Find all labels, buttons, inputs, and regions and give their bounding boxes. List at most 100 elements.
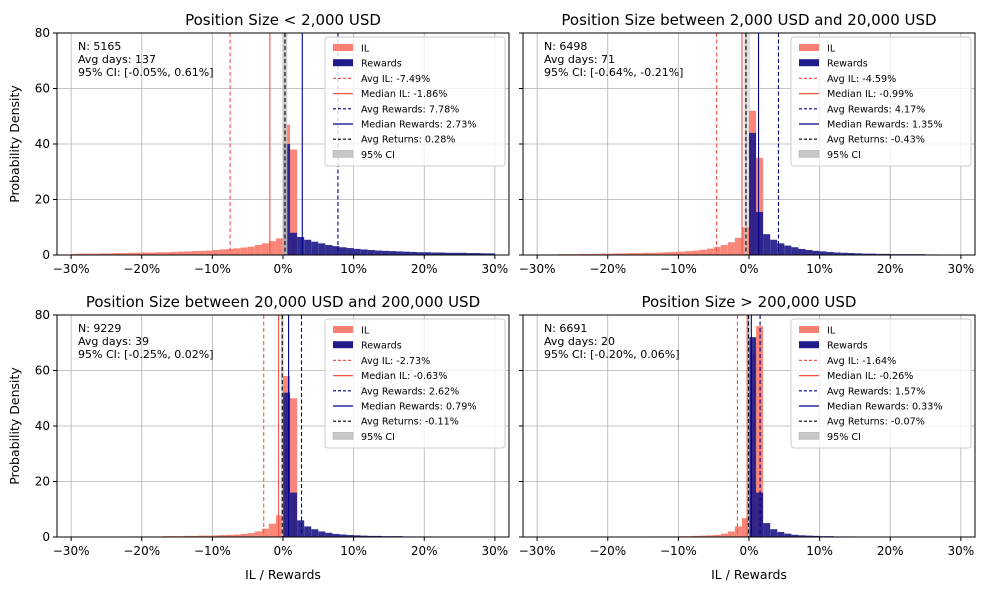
legend-ci-swatch xyxy=(798,150,820,158)
legend-rewards-swatch xyxy=(799,59,819,67)
x-tick-label: 30% xyxy=(948,262,975,276)
il-bar xyxy=(713,534,721,537)
chart-panel-1: −30% −20% −10% 0% 10% 20% 30% 0 20 40 60 80 Position… xyxy=(7,11,510,276)
y-tick-label: 20 xyxy=(35,475,50,489)
legend-il-swatch xyxy=(333,326,353,333)
il-bar xyxy=(671,251,679,255)
rewards-bar xyxy=(763,234,771,255)
il-bar xyxy=(127,252,135,255)
rewards-bar xyxy=(791,247,799,255)
rewards-bar xyxy=(325,245,333,255)
il-bar xyxy=(198,535,206,537)
il-bar xyxy=(198,250,206,255)
rewards-bar xyxy=(452,252,460,255)
il-bar xyxy=(268,523,276,537)
rewards-bar xyxy=(403,251,411,255)
legend-label: 95% CI xyxy=(361,432,395,443)
legend-label: Avg IL: -1.64% xyxy=(827,356,896,367)
x-tick-label: 10% xyxy=(806,544,833,558)
il-bar xyxy=(184,251,192,255)
y-tick-label: 20 xyxy=(35,193,50,207)
legend-label: IL xyxy=(827,326,836,337)
panel-title: Position Size > 200,000 USD xyxy=(642,293,857,311)
rewards-bar xyxy=(777,243,785,255)
x-tick-label: 10% xyxy=(806,262,833,276)
legend-label: 95% CI xyxy=(827,432,861,443)
rewards-bar xyxy=(381,250,389,255)
legend-label: Rewards xyxy=(361,341,402,352)
il-bar xyxy=(579,253,587,255)
legend-label: Median IL: -0.63% xyxy=(361,371,447,382)
rewards-bar xyxy=(784,533,792,537)
rewards-bar xyxy=(798,248,806,255)
rewards-bar xyxy=(777,532,785,537)
x-tick-label: −10% xyxy=(660,262,697,276)
legend-label: Avg IL: -4.59% xyxy=(827,74,896,85)
stats-annotation: 95% CI: [-0.64%, -0.21%] xyxy=(544,66,683,79)
il-bar xyxy=(275,515,283,537)
rewards-bar xyxy=(339,534,347,537)
il-bar xyxy=(657,252,665,255)
y-tick-label: 0 xyxy=(42,248,50,262)
legend-rewards-swatch xyxy=(333,59,353,67)
legend-ci-swatch xyxy=(332,432,354,440)
y-axis-label: Probability Density xyxy=(7,85,22,203)
x-tick-label: −30% xyxy=(53,262,90,276)
il-bar xyxy=(650,252,658,255)
il-bar xyxy=(734,237,742,255)
rewards-bar xyxy=(339,247,347,255)
il-bar xyxy=(664,252,672,255)
il-bar xyxy=(699,535,707,537)
rewards-bar xyxy=(304,526,312,537)
rewards-bar xyxy=(480,253,488,255)
il-bar xyxy=(678,251,686,255)
legend-label: Median IL: -1.86% xyxy=(361,89,447,100)
stats-annotation: Avg days: 71 xyxy=(544,53,615,66)
il-bar xyxy=(685,251,693,255)
chart-panel-3: −30% −20% −10% 0% 10% 20% 30% 0 20 40 60 80 Position… xyxy=(7,293,510,582)
il-bar xyxy=(205,250,213,255)
il-bar xyxy=(261,528,269,537)
rewards-bar xyxy=(353,535,361,537)
il-bar xyxy=(247,533,255,537)
il-bar xyxy=(240,247,248,255)
rewards-bar xyxy=(812,535,820,537)
legend-label: Rewards xyxy=(827,59,868,70)
rewards-bar xyxy=(869,253,877,255)
plot-area xyxy=(523,33,975,255)
legend-ci-swatch xyxy=(332,150,354,158)
il-bar xyxy=(226,248,234,255)
x-axis-label: IL / Rewards xyxy=(245,567,321,582)
legend-label: Avg IL: -7.49% xyxy=(361,74,430,85)
stats-annotation: Avg days: 20 xyxy=(544,335,615,348)
legend-box xyxy=(324,36,506,167)
il-bar xyxy=(756,326,764,537)
il-bar xyxy=(290,398,298,537)
il-bar xyxy=(85,253,93,255)
rewards-bar xyxy=(763,523,771,537)
stats-annotation: N: 6498 xyxy=(544,40,587,53)
rewards-bar xyxy=(325,532,333,537)
il-bar xyxy=(233,248,241,255)
panel-title: Position Size < 2,000 USD xyxy=(185,11,381,29)
il-bar xyxy=(607,253,615,255)
il-bar xyxy=(205,535,213,537)
x-tick-label: 30% xyxy=(482,262,509,276)
il-bar xyxy=(720,245,728,255)
il-bar xyxy=(268,241,276,255)
rewards-bar xyxy=(290,232,298,255)
il-bar xyxy=(720,533,728,537)
stats-annotation: 95% CI: [-0.25%, 0.02%] xyxy=(78,348,214,361)
x-tick-label: 20% xyxy=(411,262,438,276)
rewards-bar xyxy=(883,253,891,255)
panel-title: Position Size between 2,000 USD and 20,0… xyxy=(561,11,936,29)
y-tick-label: 60 xyxy=(35,364,50,378)
rewards-bar xyxy=(360,535,368,537)
legend-il-swatch xyxy=(799,44,819,51)
rewards-bar xyxy=(374,250,382,255)
rewards-bar xyxy=(798,535,806,537)
il-bar xyxy=(756,157,764,255)
legend-box xyxy=(324,318,506,449)
y-tick-label: 0 xyxy=(42,530,50,544)
rewards-bar xyxy=(459,252,467,255)
